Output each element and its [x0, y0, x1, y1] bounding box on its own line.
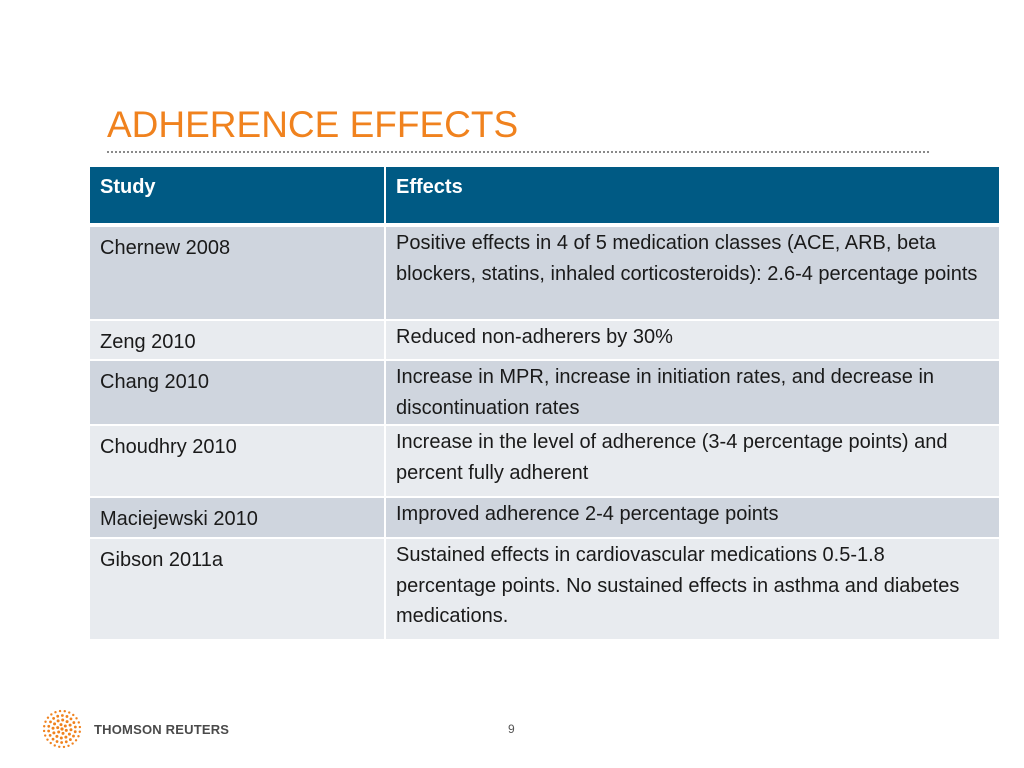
effects-cell: Reduced non-adherers by 30% [385, 320, 999, 361]
logo-dot [71, 742, 74, 745]
logo-dot [65, 715, 69, 718]
logo-dot [69, 728, 73, 732]
logo-dot [72, 734, 75, 738]
table-row: Gibson 2011a Sustained effects in cardio… [90, 538, 999, 641]
study-cell: Chernew 2008 [90, 225, 386, 321]
logo-dot [46, 716, 50, 719]
logo-dot [61, 718, 65, 722]
effects-cell: Positive effects in 4 of 5 medication cl… [385, 225, 999, 321]
logo-dot [74, 739, 78, 742]
table-row: Chernew 2008 Positive effects in 4 of 5 … [90, 225, 999, 321]
logo-dot [56, 714, 60, 718]
effects-cell: Increase in MPR, increase in initiation … [385, 360, 999, 426]
logo-dot [48, 734, 52, 737]
logo-dot [64, 740, 68, 744]
logo-dot [61, 731, 65, 735]
logo-dot [78, 730, 81, 733]
logo-dot [52, 717, 56, 720]
logo-dot [64, 728, 68, 732]
logo-dot [77, 721, 80, 724]
logo-dot [44, 734, 47, 737]
logo-dot [67, 732, 71, 736]
study-cell: Choudhry 2010 [90, 425, 386, 498]
logo-dot [58, 745, 61, 748]
logo-dot [72, 721, 76, 724]
logo-dot [64, 735, 68, 739]
logo-text: THOMSON REUTERS [94, 722, 230, 737]
logo-dot [60, 727, 64, 731]
table-row: Zeng 2010 Reduced non-adherers by 30% [90, 320, 999, 361]
page-number: 9 [508, 722, 515, 736]
slide-title: ADHERENCE EFFECTS [107, 104, 519, 145]
logo-dot [51, 737, 55, 741]
study-cell: Chang 2010 [90, 360, 386, 426]
effects-cell: Sustained effects in cardiovascular medi… [385, 538, 999, 641]
effects-cell: Improved adherence 2-4 percentage points [385, 497, 999, 539]
logo-dot [52, 731, 56, 735]
header-study: Study [90, 167, 386, 227]
logo-dot [43, 725, 46, 728]
table-row: Chang 2010 Increase in MPR, increase in … [90, 360, 999, 426]
study-cell: Gibson 2011a [90, 538, 386, 641]
logo-dot [42, 729, 46, 733]
logo-dot [53, 722, 57, 726]
logo-dot [51, 726, 55, 730]
logo-dot [49, 720, 52, 724]
logo-dot [77, 735, 80, 738]
table-row: Choudhry 2010 Increase in the level of a… [90, 425, 999, 498]
logo-dot [59, 736, 63, 740]
logo-dot [58, 709, 62, 713]
logo-dot [59, 723, 63, 727]
logo-dot [63, 724, 67, 728]
logo-dot [50, 713, 53, 716]
study-cell: Zeng 2010 [90, 320, 386, 361]
title-divider [107, 151, 929, 153]
adherence-effects-table: Study Effects Chernew 2008 Positive effe… [90, 167, 999, 641]
logo-dot [68, 723, 72, 727]
logo-dot [60, 741, 64, 744]
logo-dot [55, 740, 59, 743]
logo-dot [63, 710, 66, 713]
effects-cell: Increase in the level of adherence (3-4 … [385, 425, 999, 498]
logo-dot [72, 713, 75, 717]
logo-dot [47, 729, 51, 733]
table-row: Maciejewski 2010 Improved adherence 2-4 … [90, 497, 999, 539]
thomson-reuters-logo [42, 709, 82, 749]
logo-dot [78, 725, 82, 729]
header-effects: Effects [385, 167, 999, 227]
logo-dot [67, 744, 70, 747]
logo-dot [56, 719, 60, 723]
study-cell: Maciejewski 2010 [90, 497, 386, 539]
logo-dot [44, 720, 47, 723]
logo-dot [73, 730, 77, 734]
logo-dot [55, 734, 59, 738]
logo-dot [65, 720, 69, 724]
logo-dot [69, 717, 73, 721]
logo-dot [46, 738, 49, 741]
logo-dot [62, 745, 66, 749]
logo-dot [49, 741, 52, 745]
logo-dot [47, 724, 51, 728]
table-header-row: Study Effects [90, 167, 999, 227]
logo-dot [73, 725, 77, 729]
logo-dot [56, 726, 60, 730]
logo-dot [53, 744, 56, 747]
logo-dot [75, 717, 78, 720]
thomson-reuters-dot-globe-icon [42, 709, 82, 749]
logo-dot [68, 711, 71, 714]
logo-dot [68, 738, 72, 741]
logo-dot [60, 714, 64, 717]
logo-dot [54, 711, 57, 714]
logo-dot [57, 730, 61, 734]
